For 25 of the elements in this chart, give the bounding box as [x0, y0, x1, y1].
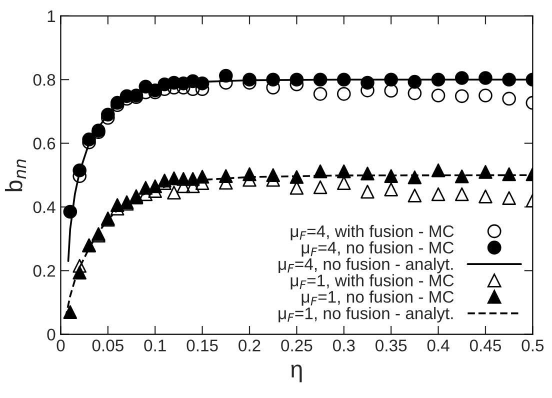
x-tick-label: 0.15	[186, 340, 218, 352]
y-tick-label: 0.6	[33, 138, 56, 150]
legend-label: μ$_{F}$=1, no fusion - MC	[302, 290, 454, 306]
x-tick-label: 0.1	[144, 340, 166, 352]
legend-label: μ$_{F}$=1, no fusion - analyt.	[278, 306, 453, 323]
x-tick-label: 0.3	[332, 340, 355, 352]
y-tick-label: 0.2	[33, 265, 56, 277]
x-tick-label: 0.5	[522, 340, 544, 352]
legend-label: μ$_{F}$=4, no fusion - MC	[302, 241, 454, 257]
x-tick-label: 0.35	[376, 340, 407, 352]
legend-label: μ$_{F}$=4, with fusion - MC	[290, 224, 454, 240]
y-tick-label: 0	[47, 328, 56, 341]
y-axis-title: b$_{nn}$	[5, 160, 26, 192]
y-tick-label: 0.4	[33, 201, 56, 214]
legend-label: μ$_{F}$=4, no fusion - analyt.	[278, 258, 453, 274]
x-tick-label: 0.25	[281, 340, 312, 352]
y-tick-label: 1	[48, 10, 56, 22]
x-tick-label: 0	[56, 340, 65, 352]
legend-label: μ$_{F}$=1, with fusion - MC	[290, 274, 454, 290]
y-tick-label: 0.8	[33, 74, 56, 86]
x-tick-label: 0.05	[92, 340, 124, 352]
x-axis-title: η	[291, 364, 302, 382]
x-tick-label: 0.2	[238, 340, 260, 352]
x-tick-label: 0.4	[427, 340, 450, 352]
x-tick-label: 0.45	[470, 340, 502, 352]
